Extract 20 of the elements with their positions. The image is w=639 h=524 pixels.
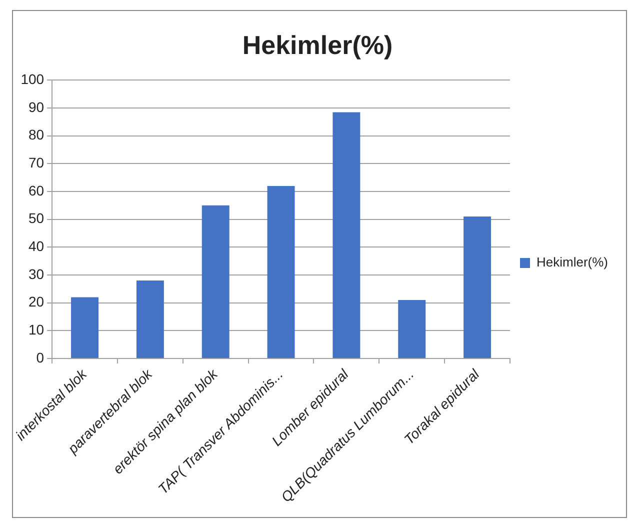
bar <box>398 300 426 358</box>
bar <box>464 216 492 358</box>
y-tick-label: 60 <box>28 182 44 198</box>
bar <box>136 280 164 358</box>
y-tick-label: 100 <box>20 71 44 88</box>
bar <box>267 186 295 358</box>
y-tick-label: 30 <box>28 266 44 282</box>
y-tick-label: 40 <box>28 238 44 254</box>
bar <box>71 297 99 358</box>
y-tick-label: 0 <box>36 349 44 366</box>
bar <box>202 205 230 358</box>
y-tick-label: 80 <box>28 126 44 143</box>
y-tick-label: 50 <box>28 210 44 226</box>
y-tick-label: 70 <box>28 154 44 171</box>
chart-title: Hekimler(%) <box>242 30 393 60</box>
y-tick-label: 90 <box>28 98 44 115</box>
bar <box>332 112 360 358</box>
y-tick-label: 10 <box>28 322 44 338</box>
legend-label: Hekimler(%) <box>536 254 608 270</box>
y-tick-label: 20 <box>28 294 44 310</box>
